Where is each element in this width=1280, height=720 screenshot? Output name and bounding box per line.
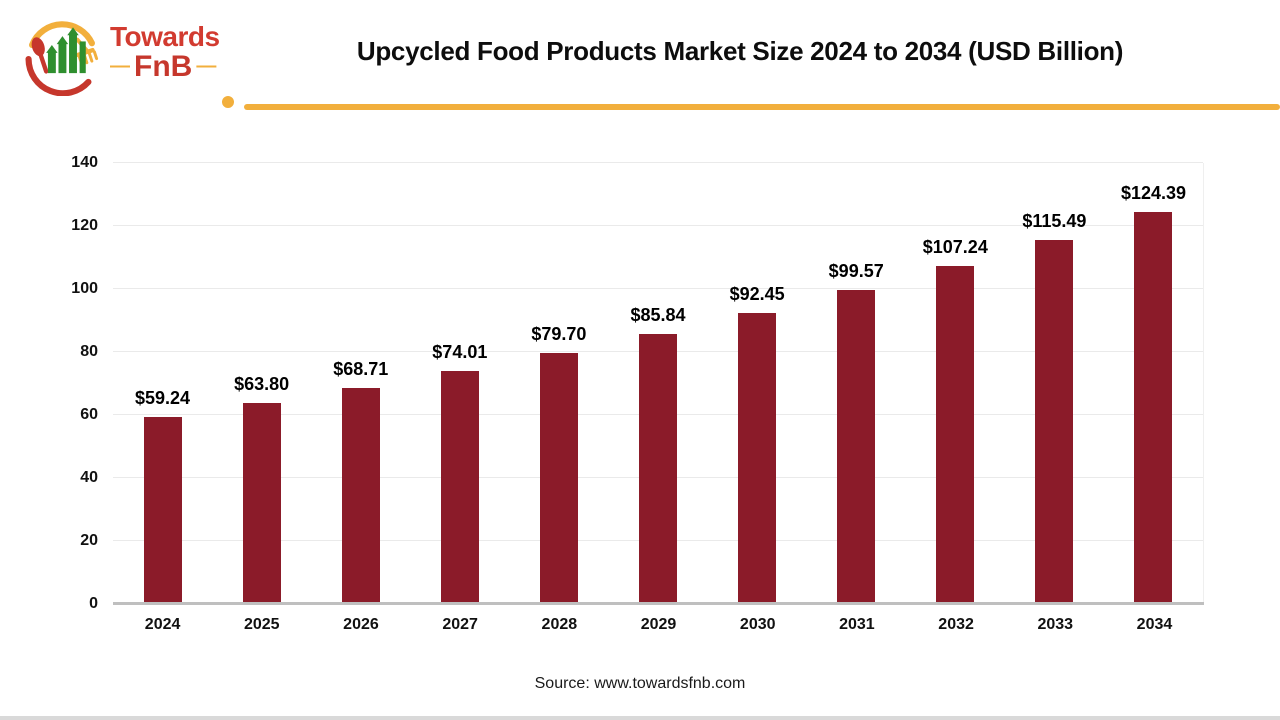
source-text: Source: www.towardsfnb.com xyxy=(534,675,746,692)
bar-column-2027: $74.01 xyxy=(410,163,509,604)
bars-row: $59.24 $63.80 $68.71 $74.01 $79.70 $85.84 $92.… xyxy=(113,163,1203,604)
bar-value-label: $115.49 xyxy=(1022,211,1087,232)
bar-value-label: $68.71 xyxy=(333,358,389,379)
bar-value-label: $63.80 xyxy=(234,374,290,395)
bar-value-label: $107.24 xyxy=(922,237,988,258)
bottom-edge xyxy=(0,716,1280,720)
bar-column-2031: $99.57 xyxy=(807,163,906,604)
y-tick-label: 120 xyxy=(71,217,98,234)
logo-dash-right: — xyxy=(196,55,217,78)
bar-value-label: $85.84 xyxy=(630,304,686,325)
y-tick-label: 20 xyxy=(80,532,98,550)
bar-value-label: $79.70 xyxy=(531,323,587,344)
bar-value-label: $59.24 xyxy=(135,388,191,409)
bar-value-label: $92.45 xyxy=(729,283,785,304)
spoon-icon xyxy=(31,37,49,74)
x-tick-label: 2027 xyxy=(442,616,478,633)
x-tick-label: 2028 xyxy=(541,616,578,633)
x-axis: 2024 2025 2026 2027 2028 2029 2030 2031 2032 2033… xyxy=(113,616,1204,634)
y-tick-label: 40 xyxy=(80,469,98,487)
x-tick-label: 2031 xyxy=(839,616,875,633)
gridline xyxy=(113,162,1203,163)
gridline xyxy=(113,225,1203,226)
y-tick-label: 60 xyxy=(80,406,98,423)
x-tick-label: 2029 xyxy=(640,616,677,633)
logo-text-towards: Towards xyxy=(110,21,220,53)
chart-title: Upcycled Food Products Market Size 2024 … xyxy=(356,36,1124,66)
x-tick-label: 2034 xyxy=(1136,616,1173,633)
towardsfnb-logo-icon xyxy=(25,21,99,96)
x-tick-label: 2024 xyxy=(144,616,181,633)
bar-2031: $99.57 xyxy=(829,261,884,604)
bar-value-label: $74.01 xyxy=(432,341,488,362)
divider-line xyxy=(244,104,1280,110)
y-tick-label: 100 xyxy=(71,280,98,297)
bar-2029: $85.84 xyxy=(630,305,686,604)
bar-value-label: $99.57 xyxy=(828,261,884,282)
bar-column-2034: $124.39 xyxy=(1104,163,1203,604)
logo-arc-top xyxy=(29,21,95,49)
bar-column-2028: $79.70 xyxy=(509,163,608,604)
logo-text-fnb: FnB xyxy=(134,49,193,83)
bar-2030: $92.45 xyxy=(730,284,785,604)
logo-arc-bottom xyxy=(25,55,92,96)
bar-column-2026: $68.71 xyxy=(311,163,410,604)
bar-2032: $107.24 xyxy=(923,237,988,604)
bar-2027: $74.01 xyxy=(432,342,487,604)
bar-2028: $79.70 xyxy=(531,324,586,604)
bar-2034: $124.39 xyxy=(1121,183,1186,604)
x-tick-label: 2033 xyxy=(1037,616,1074,633)
bar-column-2032: $107.24 xyxy=(906,163,1005,604)
x-tick-label: 2032 xyxy=(938,616,974,633)
bar-2025: $63.80 xyxy=(234,374,289,604)
x-tick-label: 2025 xyxy=(243,616,280,633)
y-axis: 0 20 40 60 80 100 120 140 xyxy=(30,154,98,612)
x-axis-line xyxy=(113,602,1204,605)
gridline xyxy=(113,288,1203,289)
growth-bars-icon xyxy=(46,27,86,74)
bar-column-2029: $85.84 xyxy=(608,163,707,604)
bar-column-2025: $63.80 xyxy=(212,163,311,604)
bar-column-2033: $115.49 xyxy=(1005,163,1104,604)
plot-area: $59.24 $63.80 $68.71 $74.01 $79.70 $85.84 $92.… xyxy=(113,162,1204,605)
bar-2033: $115.49 xyxy=(1022,211,1086,604)
y-tick-label: 80 xyxy=(80,343,98,361)
bar-value-label: $124.39 xyxy=(1120,183,1187,204)
x-tick-label: 2026 xyxy=(343,616,379,633)
bar-column-2030: $92.45 xyxy=(708,163,807,604)
x-tick-label: 2030 xyxy=(739,616,776,633)
logo-dash-left: — xyxy=(110,55,130,78)
bar-2024: $59.24 xyxy=(135,388,190,604)
divider-ring-icon xyxy=(222,96,234,108)
bar-column-2024: $59.24 xyxy=(113,163,212,604)
y-tick-label: 140 xyxy=(71,154,98,171)
bar-2026: $68.71 xyxy=(333,359,388,604)
towardsfnb-logo: Towards — FnB — xyxy=(18,8,220,96)
y-tick-label: 0 xyxy=(89,595,98,612)
